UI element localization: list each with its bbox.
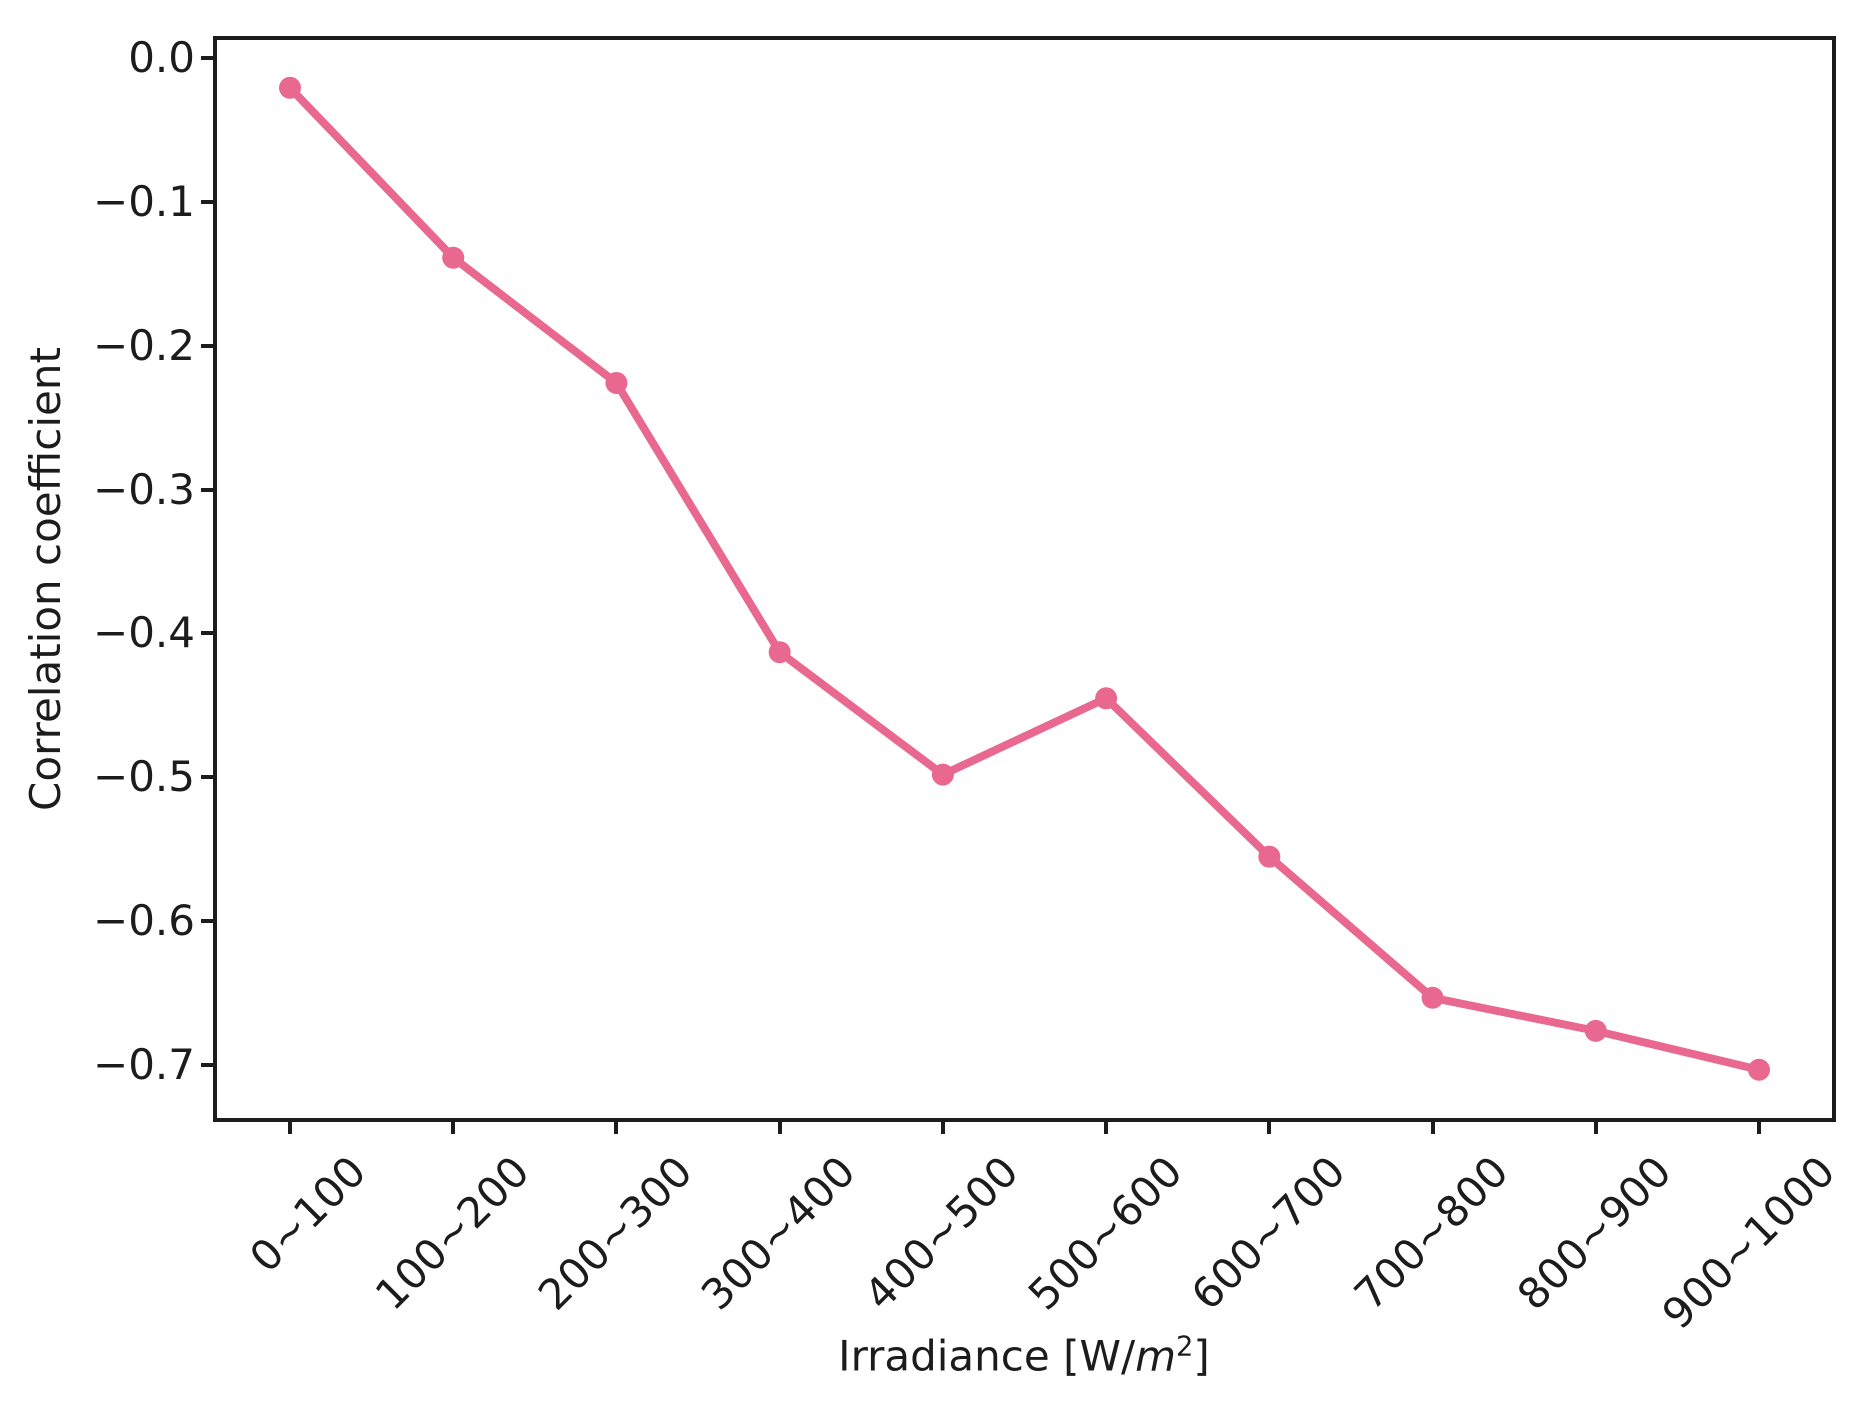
x-tick-label: 400~500 [855, 1146, 1029, 1320]
y-tick-label: −0.1 [93, 176, 195, 226]
x-tick-label: 600~700 [1181, 1146, 1355, 1320]
y-tick-mark [201, 1063, 213, 1068]
y-tick-mark [201, 55, 213, 60]
data-line [287, 85, 1760, 1074]
x-axis-label-prefix: Irradiance [W/ [838, 1331, 1136, 1381]
x-tick-label: 500~600 [1018, 1146, 1192, 1320]
data-point [768, 641, 791, 664]
data-point [1584, 1019, 1607, 1042]
x-tick-mark [777, 1122, 782, 1134]
data-point [1421, 986, 1444, 1009]
y-axis-label: Correlation coefficient [21, 347, 70, 811]
x-tick-label: 300~400 [691, 1146, 865, 1320]
x-tick-label: 100~200 [365, 1146, 539, 1320]
y-tick-mark [201, 631, 213, 636]
y-tick-mark [201, 487, 213, 492]
x-tick-label: 900~1000 [1652, 1146, 1845, 1339]
x-axis-label-superscript: 2 [1176, 1331, 1194, 1363]
y-tick-label: −0.2 [93, 320, 195, 370]
x-tick-mark [1267, 1122, 1272, 1134]
plot-svg [279, 76, 1770, 1081]
y-tick-label: −0.3 [93, 464, 195, 514]
y-tick-label: 0.0 [128, 32, 195, 82]
y-tick-mark [201, 919, 213, 924]
x-axis-label-suffix: ] [1193, 1331, 1210, 1381]
data-point [442, 246, 465, 269]
x-tick-mark [1104, 1122, 1109, 1134]
data-point [1258, 845, 1281, 868]
x-tick-mark [614, 1122, 619, 1134]
data-point [931, 763, 954, 786]
data-point [1095, 687, 1118, 710]
y-tick-label: −0.7 [93, 1040, 195, 1090]
x-tick-mark [1593, 1122, 1598, 1134]
x-tick-label: 700~800 [1344, 1146, 1518, 1320]
data-point [1748, 1058, 1770, 1081]
x-tick-mark [1430, 1122, 1435, 1134]
y-tick-mark [201, 775, 213, 780]
x-tick-label: 200~300 [528, 1146, 702, 1320]
x-tick-mark [1757, 1122, 1761, 1134]
y-tick-label: −0.5 [93, 752, 195, 802]
x-axis-label: Irradiance [W/m2] [838, 1324, 1210, 1381]
data-point [279, 76, 301, 99]
plot-area [213, 36, 1836, 1122]
x-tick-label: 800~900 [1508, 1146, 1682, 1320]
x-tick-mark [451, 1122, 456, 1134]
y-tick-label: −0.4 [93, 608, 195, 658]
y-tick-mark [201, 343, 213, 348]
x-tick-mark [940, 1122, 945, 1134]
data-point [605, 371, 628, 394]
y-tick-label: −0.6 [93, 896, 195, 946]
y-tick-mark [201, 199, 213, 204]
x-tick-mark [288, 1122, 292, 1134]
x-tick-label: 0~100 [240, 1146, 376, 1282]
x-axis-label-italic-m: m [1135, 1331, 1177, 1381]
